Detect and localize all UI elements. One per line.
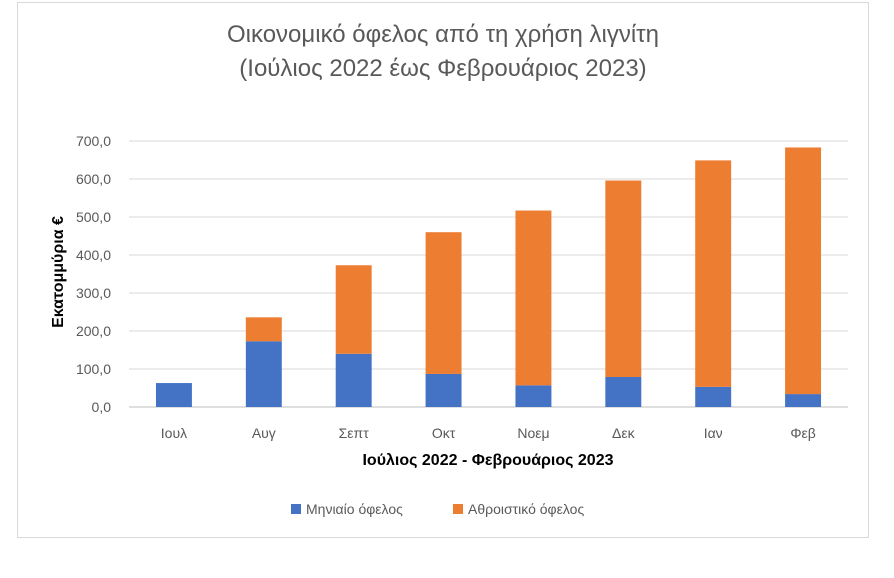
y-tick-label: 100,0 bbox=[76, 361, 111, 377]
x-tick-label: Οκτ bbox=[432, 425, 456, 441]
gridlines bbox=[129, 140, 848, 408]
bar-cumulative bbox=[245, 317, 282, 342]
bar-cumulative bbox=[515, 210, 552, 386]
x-tick-label: Ιουλ bbox=[161, 425, 187, 441]
y-tick-label: 500,0 bbox=[76, 209, 111, 225]
x-axis: Ιουλ Αυγ Σεπτ Οκτ Νοεμ Δεκ Ιαν Φεβ bbox=[161, 425, 816, 441]
bar-cumulative bbox=[335, 265, 372, 354]
legend-swatch bbox=[291, 504, 301, 514]
bar-monthly bbox=[335, 353, 372, 407]
chart-subtitle: (Ιούλιος 2022 έως Φεβρουάριος 2023) bbox=[239, 55, 646, 82]
bar-monthly bbox=[245, 341, 282, 407]
legend: Μηνιαίο όφελος Αθροιστικό όφελος bbox=[291, 501, 584, 517]
bar-monthly bbox=[515, 385, 552, 407]
legend-label: Αθροιστικό όφελος bbox=[468, 501, 584, 517]
bars bbox=[155, 147, 822, 407]
bar-cumulative bbox=[695, 160, 732, 387]
y-axis: 0,0 100,0 200,0 300,0 400,0 500,0 600,0 700,0 bbox=[76, 133, 111, 415]
bar-monthly bbox=[425, 373, 462, 407]
bar-cumulative bbox=[425, 232, 462, 374]
bar-monthly bbox=[155, 383, 192, 407]
y-axis-title: Εκατομμύρια € bbox=[50, 216, 67, 328]
bar-monthly bbox=[695, 386, 732, 407]
x-axis-title: Ιούλιος 2022 - Φεβρουάριος 2023 bbox=[362, 452, 613, 469]
bar-monthly bbox=[785, 394, 822, 407]
x-tick-label: Νοεμ bbox=[517, 425, 549, 441]
bar-cumulative bbox=[605, 180, 642, 377]
y-tick-label: 0,0 bbox=[92, 399, 112, 415]
bar-monthly bbox=[605, 376, 642, 407]
y-tick-label: 300,0 bbox=[76, 285, 111, 301]
legend-swatch bbox=[453, 504, 463, 514]
y-tick-label: 600,0 bbox=[76, 171, 111, 187]
bar-cumulative bbox=[785, 147, 822, 395]
x-tick-label: Ιαν bbox=[704, 425, 723, 441]
y-tick-label: 200,0 bbox=[76, 323, 111, 339]
y-tick-label: 400,0 bbox=[76, 247, 111, 263]
legend-label: Μηνιαίο όφελος bbox=[306, 501, 403, 517]
x-tick-label: Σεπτ bbox=[339, 425, 370, 441]
x-tick-label: Φεβ bbox=[790, 425, 815, 441]
y-tick-label: 700,0 bbox=[76, 133, 111, 149]
x-tick-label: Αυγ bbox=[252, 425, 276, 441]
x-tick-label: Δεκ bbox=[612, 425, 636, 441]
chart-title: Οικονομικό όφελος από τη χρήση λιγνίτη bbox=[227, 21, 659, 48]
